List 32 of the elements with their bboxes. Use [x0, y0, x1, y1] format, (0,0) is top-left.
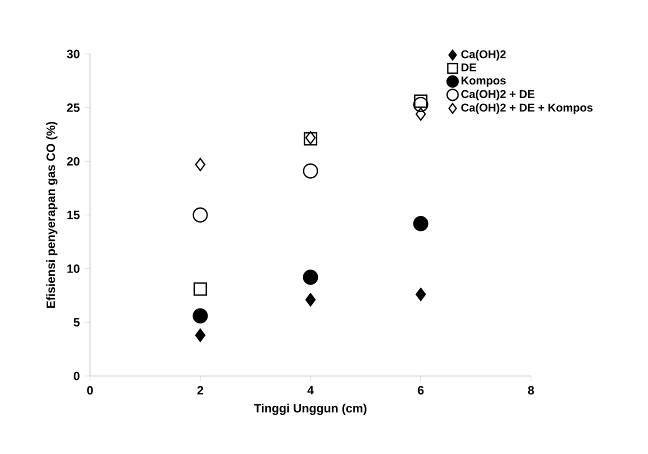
- x-tick-label: 0: [87, 386, 93, 395]
- x-tick-label: 6: [418, 386, 424, 395]
- y-tick-label: 15: [67, 210, 80, 220]
- legend-label: DE: [462, 63, 476, 72]
- point: [195, 328, 206, 342]
- y-tick-label: 20: [67, 157, 80, 166]
- legend-label: Kompos: [462, 76, 506, 87]
- point: [302, 270, 318, 285]
- point: [302, 163, 318, 179]
- point: [416, 288, 426, 302]
- y-axis-title: Efisiensi penyerapan gas CO (%): [46, 122, 58, 308]
- y-tick-label: 0: [74, 372, 80, 380]
- x-tick-label: 8: [528, 386, 534, 395]
- point: [413, 96, 428, 112]
- point: [195, 158, 206, 172]
- y-tick-label: 5: [74, 318, 80, 327]
- y-tick-label: 25: [67, 103, 80, 112]
- y-tick-label: 10: [67, 264, 80, 273]
- point: [416, 107, 426, 121]
- point: [414, 94, 428, 108]
- legend-label: Ca(OH)2 + DE: [461, 90, 534, 100]
- x-tick-label: 4: [307, 386, 314, 394]
- legend-label: Ca(OH)2: [461, 50, 506, 60]
- point: [192, 308, 208, 324]
- point: [192, 207, 208, 223]
- point: [305, 293, 316, 306]
- legend-label: Ca(OH)2 + DE + Kompos: [461, 103, 593, 114]
- point: [413, 216, 428, 232]
- point: [194, 282, 207, 296]
- x-axis-title: Tinggi Unggun (cm): [254, 404, 366, 415]
- x-tick-label: 2: [197, 386, 204, 394]
- y-tick-label: 30: [66, 50, 80, 58]
